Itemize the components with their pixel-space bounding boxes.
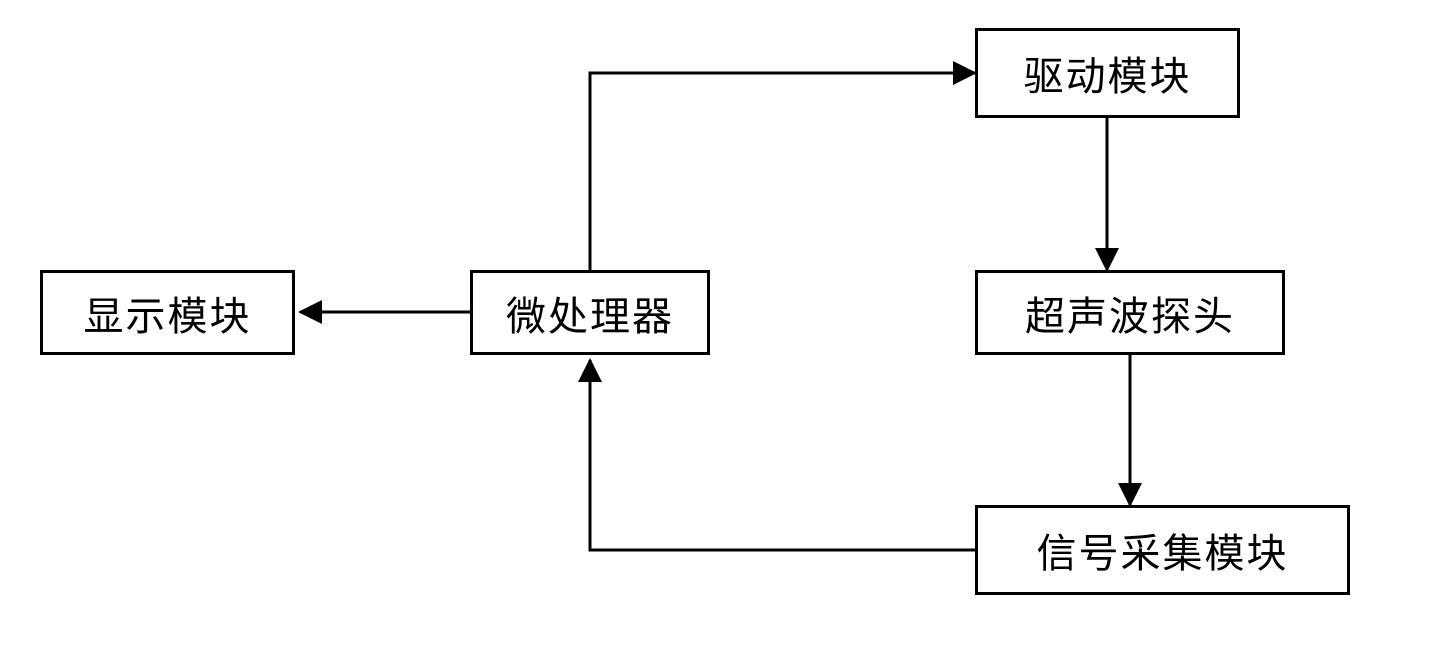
node-signal: 信号采集模块 — [975, 505, 1350, 595]
node-display: 显示模块 — [40, 270, 295, 355]
node-probe: 超声波探头 — [975, 270, 1285, 355]
node-driver: 驱动模块 — [975, 28, 1240, 118]
node-mcu: 微处理器 — [470, 270, 710, 355]
node-mcu-label: 微处理器 — [506, 284, 674, 342]
edge-mcu-driver — [590, 73, 975, 270]
node-probe-label: 超声波探头 — [1025, 284, 1235, 342]
node-driver-label: 驱动模块 — [1024, 44, 1192, 102]
node-display-label: 显示模块 — [84, 284, 252, 342]
node-signal-label: 信号采集模块 — [1037, 521, 1289, 579]
edge-signal-mcu — [590, 360, 975, 550]
